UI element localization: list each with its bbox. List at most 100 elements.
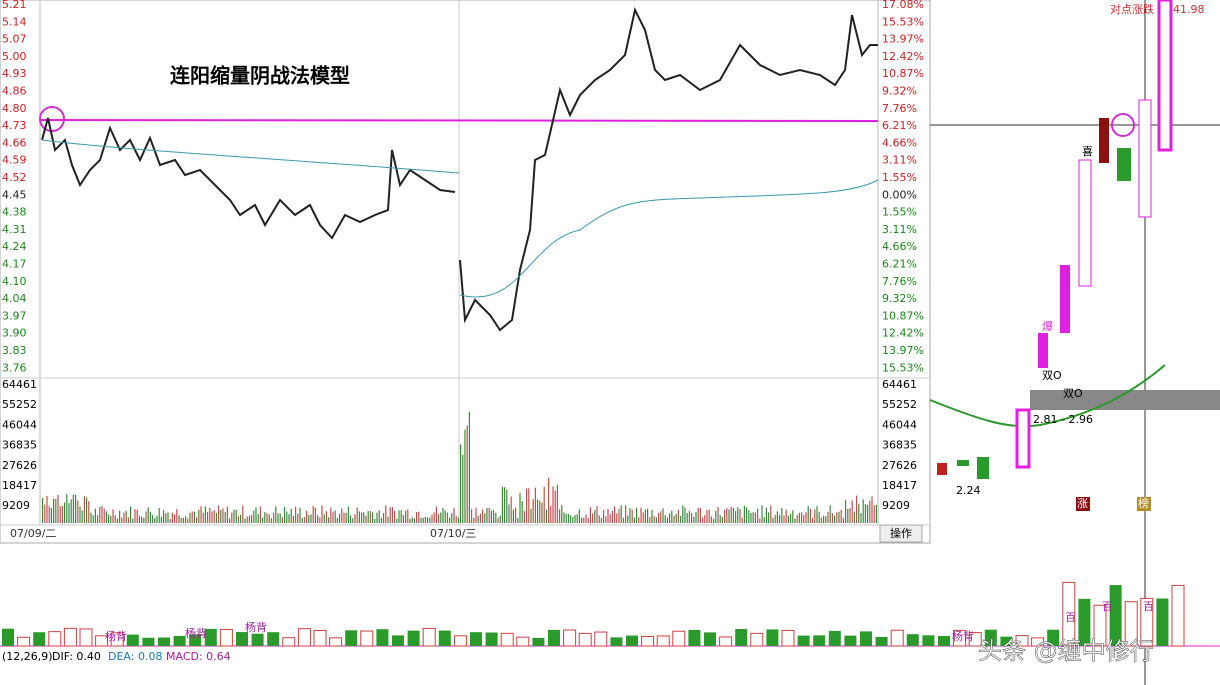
macd-bar	[2, 628, 14, 646]
volume-bar	[248, 515, 250, 523]
macd-bar	[282, 637, 296, 647]
volume-bar	[433, 512, 435, 523]
volume-bar	[268, 514, 270, 523]
volume-bar	[317, 515, 319, 523]
volume-bar	[572, 516, 574, 523]
macd-params: (12,26,9)	[2, 650, 53, 663]
volume-bar	[50, 507, 52, 523]
volume-bar	[369, 510, 371, 523]
volume-bar	[319, 517, 321, 523]
volume-bar	[99, 506, 101, 523]
button-label[interactable]: 操作	[890, 526, 912, 540]
volume-bar	[473, 517, 475, 523]
macd-bar	[1124, 601, 1138, 647]
volume-bar	[704, 515, 706, 523]
volume-bar	[246, 516, 248, 523]
kline-label: 爆	[1042, 319, 1053, 333]
volume-bar	[314, 507, 316, 523]
macd-value: MACD: 0.64	[166, 650, 231, 663]
volume-bar	[147, 507, 149, 523]
volume-bar	[191, 511, 193, 523]
volume-bar	[506, 489, 508, 523]
volume-label: 9209	[882, 499, 910, 512]
volume-bar	[842, 517, 844, 523]
volume-bar	[409, 518, 411, 523]
percent-label: 3.11%	[882, 223, 917, 236]
volume-bar	[189, 512, 191, 523]
volume-bar	[699, 507, 701, 523]
volume-bar	[160, 516, 162, 523]
price-label: 4.66	[2, 136, 27, 149]
price-label: 3.83	[2, 344, 27, 357]
volume-bar	[152, 515, 154, 523]
percent-label: 15.53%	[882, 361, 924, 374]
volume-bar	[145, 511, 147, 523]
volume-label: 18417	[882, 479, 917, 492]
macd-bar	[438, 630, 451, 646]
volume-bar	[585, 514, 587, 523]
percent-label: 6.21%	[882, 119, 917, 132]
volume-bar	[121, 517, 123, 523]
candle	[1060, 265, 1070, 333]
volume-bar	[726, 508, 728, 523]
volume-bar	[552, 486, 554, 523]
macd-bar	[688, 629, 701, 646]
volume-bar	[394, 511, 396, 523]
macd-bar	[1171, 584, 1185, 647]
volume-bar	[405, 510, 407, 523]
macd-bar	[236, 632, 248, 646]
percent-label: 7.76%	[882, 275, 917, 288]
avg-line	[41, 139, 460, 174]
volume-bar	[618, 508, 620, 523]
volume-bar	[53, 498, 55, 523]
volume-bar	[127, 517, 129, 523]
volume-bar	[389, 507, 391, 523]
volume-bar	[671, 510, 673, 523]
macd-bar	[626, 635, 638, 646]
volume-bar	[587, 517, 589, 523]
volume-bar	[163, 510, 165, 523]
price-line	[41, 117, 456, 240]
volume-bar	[398, 510, 400, 523]
volume-bar	[174, 514, 176, 523]
volume-bar	[589, 507, 591, 523]
volume-bar	[790, 513, 792, 523]
volume-bar	[781, 508, 783, 523]
volume-label: 64461	[882, 378, 917, 391]
volume-bar	[638, 517, 640, 523]
volume-bar	[427, 517, 429, 523]
volume-bar	[856, 495, 858, 523]
volume-bar	[90, 512, 92, 523]
macd-bar	[719, 636, 733, 647]
macd-bar	[1047, 629, 1060, 646]
volume-bar	[451, 513, 453, 523]
macd-bar	[1156, 598, 1169, 646]
volume-bar	[229, 518, 231, 523]
volume-bar	[666, 517, 668, 523]
volume-bar	[682, 505, 684, 523]
macd-bar	[142, 637, 155, 646]
volume-bar	[185, 516, 187, 523]
volume-bar	[200, 506, 202, 523]
volume-bar	[517, 518, 519, 523]
volume-bar	[543, 486, 545, 523]
volume-bar	[354, 514, 356, 523]
volume-bar	[431, 514, 433, 523]
volume-bar	[761, 505, 763, 523]
macd-dea: DEA: 0.08	[108, 650, 162, 663]
volume-bar	[279, 513, 281, 523]
volume-bar	[112, 509, 114, 523]
volume-bar	[284, 507, 286, 523]
marker-circle	[1111, 113, 1135, 137]
volume-bar	[264, 512, 266, 523]
percent-label: 0.00%	[882, 188, 917, 201]
volume-bar	[125, 510, 127, 523]
volume-bar	[42, 498, 44, 523]
action-button[interactable]	[879, 524, 923, 543]
macd-bar	[516, 636, 530, 647]
volume-bar	[64, 502, 66, 523]
price-label: 4.04	[2, 292, 27, 305]
volume-bar	[281, 517, 283, 523]
macd-bar	[376, 629, 389, 646]
volume-bar	[512, 509, 514, 523]
